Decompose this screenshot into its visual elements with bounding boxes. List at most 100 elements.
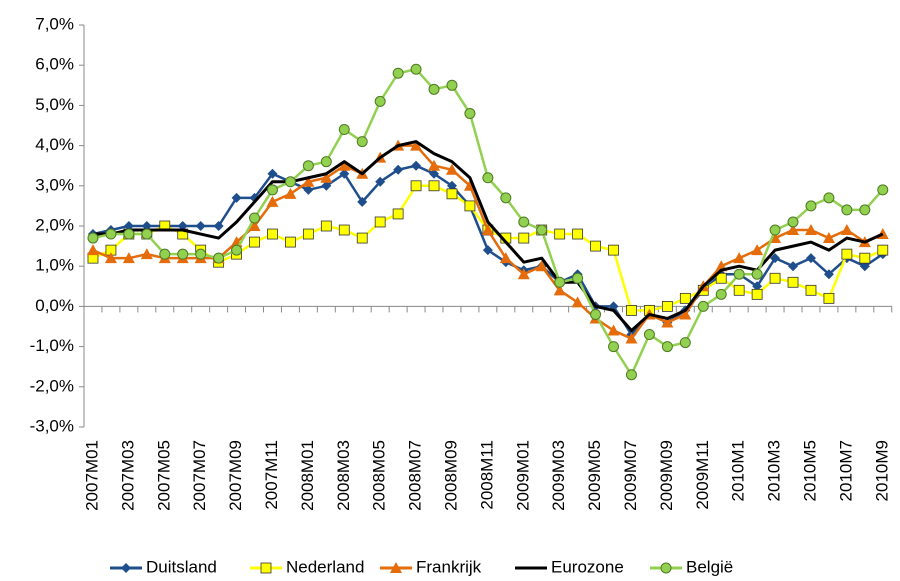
y-tick-label: 2,0%: [35, 215, 74, 234]
data-point: [661, 300, 673, 312]
data-point: [715, 272, 727, 284]
data-point: [751, 288, 763, 300]
data-point: [661, 341, 673, 353]
data-point: [339, 168, 350, 179]
legend-marker: [390, 562, 402, 573]
data-point: [751, 244, 764, 256]
data-point: [733, 268, 745, 280]
data-point: [518, 216, 530, 228]
data-point: [266, 195, 279, 207]
x-tick-label: 2007M01: [82, 440, 101, 511]
data-point: [249, 236, 260, 248]
legend-label: Frankrijk: [416, 557, 482, 576]
data-point: [410, 139, 423, 151]
legend-marker: [660, 562, 672, 574]
data-point: [123, 228, 135, 240]
data-point: [679, 292, 691, 304]
data-point: [572, 228, 584, 240]
data-point: [356, 232, 368, 244]
x-tick-label: 2010M5: [800, 440, 819, 501]
data-point: [195, 248, 207, 260]
data-point: [607, 324, 620, 336]
data-point: [302, 228, 314, 240]
data-point: [625, 332, 638, 344]
data-point: [499, 252, 512, 264]
data-point: [554, 276, 566, 288]
data-point: [213, 252, 225, 264]
data-point: [320, 156, 332, 168]
data-point: [625, 369, 637, 381]
x-tick-label: 2007M09: [226, 440, 245, 511]
x-tick-label: 2009M01: [513, 440, 532, 511]
data-point: [285, 236, 296, 248]
data-point: [140, 248, 153, 260]
data-point: [429, 168, 440, 179]
data-point: [392, 67, 404, 79]
data-point: [571, 296, 584, 308]
data-point: [87, 232, 99, 244]
data-point: [248, 220, 261, 231]
data-point: [177, 248, 189, 260]
legend-label: Duitsland: [146, 557, 217, 576]
legend-label: Nederland: [286, 557, 364, 576]
data-point: [643, 329, 655, 341]
data-point: [787, 216, 799, 228]
data-point: [266, 184, 278, 196]
data-point: [159, 248, 171, 260]
data-point: [249, 212, 261, 224]
data-point: [535, 260, 548, 272]
data-point: [374, 216, 386, 228]
x-tick-label: 2008M11: [477, 440, 496, 510]
y-tick-label: -3,0%: [30, 416, 74, 435]
x-tick-label: 2009M11: [693, 440, 712, 510]
data-point: [572, 272, 584, 284]
data-point: [446, 188, 458, 200]
data-point: [410, 180, 422, 192]
data-point: [536, 224, 548, 236]
data-point: [517, 268, 530, 280]
x-tick-label: 2009M05: [585, 440, 604, 511]
data-point: [320, 220, 332, 232]
y-tick-label: 5,0%: [35, 95, 74, 114]
data-point: [105, 228, 117, 240]
data-point: [104, 252, 117, 264]
data-point: [715, 288, 727, 300]
data-point: [428, 159, 441, 171]
data-point: [411, 160, 422, 171]
data-point: [877, 184, 889, 196]
data-point: [267, 228, 278, 240]
y-tick-label: 6,0%: [35, 55, 74, 74]
data-point: [122, 252, 135, 264]
data-point: [788, 261, 799, 272]
data-point: [823, 269, 834, 280]
data-point: [410, 63, 422, 75]
data-point: [177, 221, 188, 231]
x-tick-label: 2007M03: [118, 440, 137, 511]
data-point: [446, 79, 458, 91]
data-point: [86, 244, 99, 256]
data-point: [231, 192, 242, 203]
data-point: [608, 341, 620, 353]
data-point: [338, 159, 351, 171]
y-tick-label: 0,0%: [35, 296, 74, 315]
data-point: [267, 168, 278, 179]
x-tick-label: 2010M3: [765, 440, 784, 501]
x-tick-label: 2008M05: [370, 440, 389, 511]
data-point: [302, 175, 315, 187]
x-tick-label: 2009M09: [657, 440, 676, 511]
data-point: [590, 308, 602, 320]
legend-marker: [260, 562, 272, 574]
data-point: [769, 224, 781, 236]
x-tick-label: 2009M03: [549, 440, 568, 511]
data-point: [679, 308, 692, 320]
y-tick-label: 1,0%: [35, 256, 74, 275]
data-point: [482, 172, 494, 184]
data-point: [141, 221, 152, 231]
data-point: [464, 200, 476, 212]
x-tick-label: 2007M07: [190, 440, 209, 511]
data-point: [302, 160, 314, 172]
series: [92, 140, 884, 333]
data-point: [518, 232, 530, 244]
x-tick-label: 2008M01: [298, 440, 317, 511]
